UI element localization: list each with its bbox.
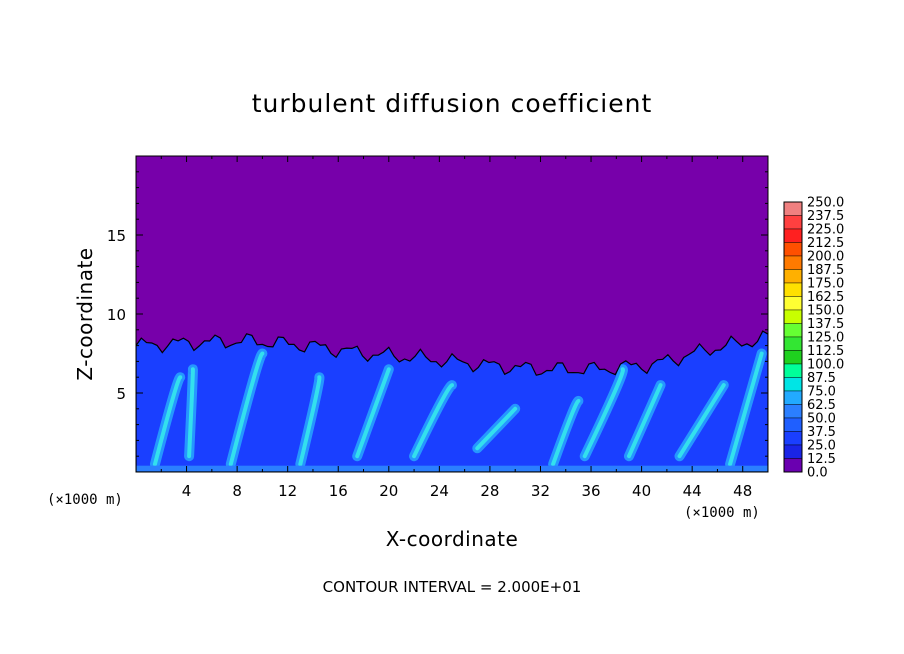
colorbar: 250.0237.5225.0212.5200.0187.5175.0162.5… <box>783 196 844 481</box>
eddy-core <box>551 398 581 467</box>
colorbar-bin <box>783 215 803 230</box>
colorbar-tick-label: 125.0 <box>807 331 844 346</box>
eddy-core <box>728 351 764 467</box>
x-tick-label: 32 <box>531 482 550 500</box>
colorbar-tick-label: 150.0 <box>807 304 844 319</box>
x-unit-left: (×1000 m) <box>47 492 123 508</box>
colorbar-tick-label: 75.0 <box>807 385 836 400</box>
colorbar-bin <box>783 296 803 311</box>
eddy-core <box>677 383 726 459</box>
surface-band <box>136 465 768 472</box>
eddy-core <box>298 375 322 467</box>
turbulent-layer <box>136 331 768 472</box>
colorbar-tick-label: 162.5 <box>807 290 844 305</box>
colorbar-tick-label: 237.5 <box>807 209 844 224</box>
x-tick-label: 44 <box>683 482 702 500</box>
colorbar-bin <box>783 431 803 446</box>
eddy-core <box>412 383 454 459</box>
colorbar-tick-label: 0.0 <box>807 466 828 481</box>
colorbar-frame <box>783 201 803 473</box>
colorbar-bin <box>783 417 803 432</box>
x-tick-label: 4 <box>182 482 192 500</box>
y-tick-label: 10 <box>107 306 126 324</box>
y-tick-label: 15 <box>107 227 126 245</box>
x-tick-label: 12 <box>278 482 297 500</box>
colorbar-tick-label: 250.0 <box>807 196 844 211</box>
colorbar-bin <box>783 444 803 459</box>
colorbar-tick-label: 87.5 <box>807 371 836 386</box>
colorbar-tick-label: 12.5 <box>807 452 836 467</box>
colorbar-tick-label: 37.5 <box>807 425 836 440</box>
x-tick-label: 40 <box>632 482 651 500</box>
eddy-core <box>228 351 265 467</box>
x-tick-label: 16 <box>329 482 348 500</box>
x-tick-label: 48 <box>733 482 752 500</box>
x-tick-label: 8 <box>232 482 242 500</box>
x-tick-label: 24 <box>430 482 449 500</box>
colorbar-bin <box>783 255 803 270</box>
y-axis-label: Z-coordinate <box>73 247 97 380</box>
contour-interval-note: CONTOUR INTERVAL = 2.000E+01 <box>323 578 582 596</box>
contour-line <box>136 330 768 472</box>
eddy-core <box>626 383 663 459</box>
eddy-core <box>475 406 518 451</box>
eddy-group <box>136 348 768 472</box>
colorbar-bin <box>783 242 803 257</box>
colorbar-tick-label: 50.0 <box>807 412 836 427</box>
eddy-core <box>152 375 183 467</box>
eddy-core <box>582 367 625 459</box>
contour-lines <box>136 330 768 472</box>
colorbar-bin <box>783 323 803 338</box>
colorbar-tick-label: 225.0 <box>807 223 844 238</box>
colorbar-bin <box>783 458 803 473</box>
colorbar-tick-label: 175.0 <box>807 277 844 292</box>
x-axis-label: X-coordinate <box>386 527 519 551</box>
colorbar-bin <box>783 269 803 284</box>
colorbar-bin <box>783 228 803 243</box>
y-tick-label: 5 <box>116 385 126 403</box>
colorbar-bin <box>783 390 803 405</box>
x-tick-label: 20 <box>379 482 398 500</box>
colorbar-tick-label: 212.5 <box>807 236 844 251</box>
eddy-core <box>187 367 195 459</box>
colorbar-tick-label: 100.0 <box>807 358 844 373</box>
x-unit-right: (×1000 m) <box>684 505 760 521</box>
eddy-core <box>355 367 391 459</box>
plot-area <box>136 156 768 472</box>
colorbar-tick-label: 137.5 <box>807 317 844 332</box>
colorbar-bin <box>783 404 803 419</box>
colorbar-bin <box>783 377 803 392</box>
x-tick-label: 28 <box>480 482 499 500</box>
colorbar-bin <box>783 363 803 378</box>
colorbar-bin <box>783 282 803 297</box>
colorbar-tick-label: 200.0 <box>807 250 844 265</box>
colorbar-bin <box>783 309 803 324</box>
colorbar-bin <box>783 336 803 351</box>
colorbar-bin <box>783 350 803 365</box>
colorbar-tick-label: 25.0 <box>807 439 836 454</box>
y-axis-ticks: 5 10 15 <box>107 171 768 457</box>
colorbar-bin <box>783 201 803 216</box>
colorbar-tick-label: 187.5 <box>807 263 844 278</box>
colorbar-tick-label: 62.5 <box>807 398 836 413</box>
chart-title: turbulent diffusion coefficient <box>252 89 653 118</box>
colorbar-tick-label: 112.5 <box>807 344 844 359</box>
x-axis-ticks: 4 8 12 16 20 24 28 32 36 40 44 48 <box>160 156 769 500</box>
x-tick-label: 36 <box>581 482 600 500</box>
